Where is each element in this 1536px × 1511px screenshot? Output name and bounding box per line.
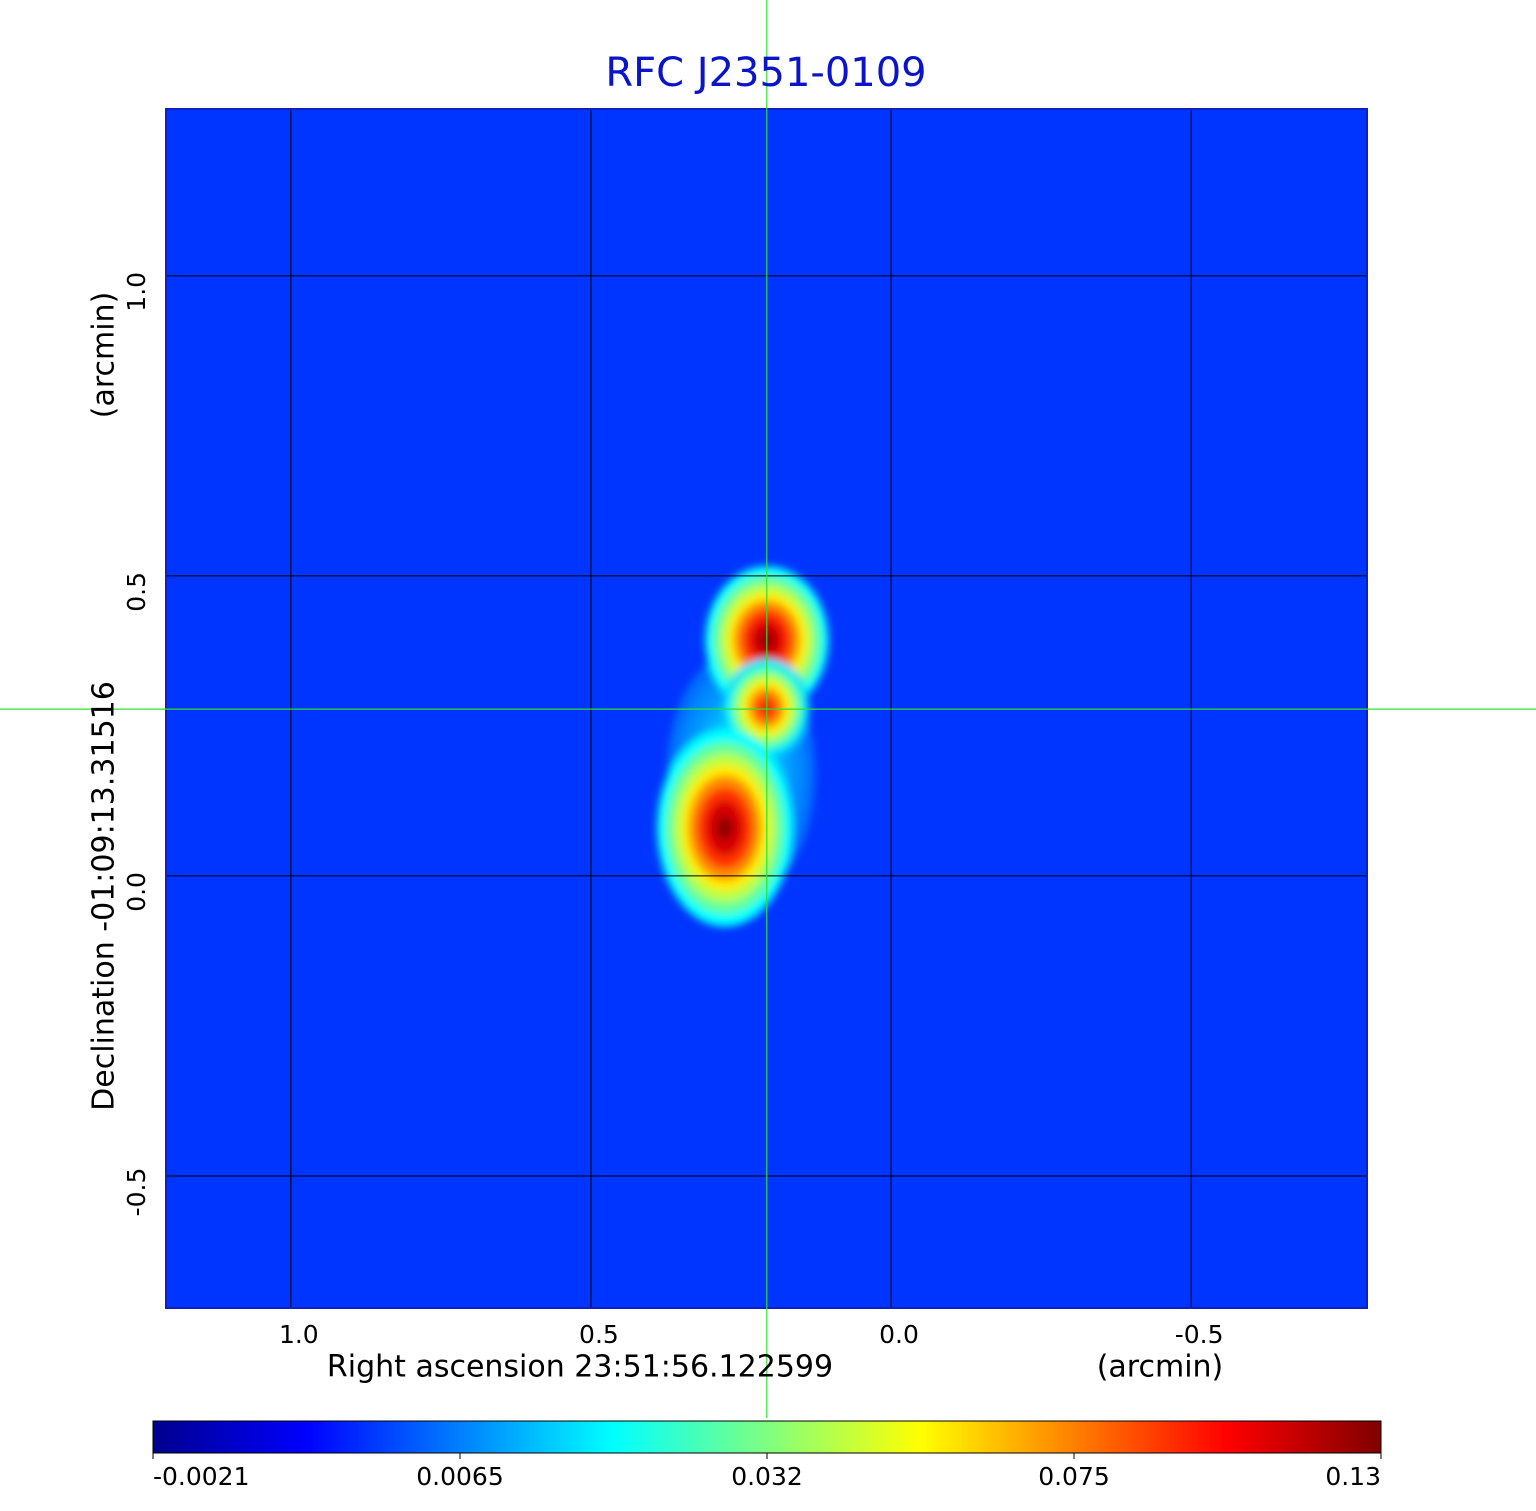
x-axis-unit: (arcmin): [1097, 1350, 1224, 1385]
chart-title: RFC J2351-0109: [605, 50, 926, 96]
x-tick-label: 1.0: [279, 1320, 319, 1349]
sources: [656, 565, 829, 927]
colorbar-tick-label: 0.13: [1325, 1462, 1381, 1491]
colorbar: [152, 1420, 1382, 1454]
x-tick-label: 0.0: [879, 1320, 919, 1349]
y-tick-label: 0.5: [122, 572, 151, 612]
y-tick-label: 0.0: [122, 872, 151, 912]
source-level: [761, 701, 772, 714]
colorbar-tick-label: 0.032: [731, 1462, 803, 1491]
colorbar-tick-label: 0.0065: [416, 1462, 503, 1491]
x-tick-label: 0.5: [579, 1320, 619, 1349]
y-axis-unit: (arcmin): [87, 292, 122, 419]
x-tick-label: -0.5: [1175, 1320, 1224, 1349]
overlay: [0, 0, 1536, 1418]
colorbar-tick-label: 0.075: [1038, 1462, 1110, 1491]
colorbar-tick-label: -0.0021: [153, 1462, 250, 1491]
y-tick-label: 1.0: [122, 272, 151, 312]
y-tick-label: -0.5: [122, 1168, 151, 1217]
x-axis-label: Right ascension 23:51:56.122599: [327, 1350, 833, 1385]
source-level: [716, 816, 733, 840]
y-axis-label: Declination -01:09:13.31516: [87, 681, 122, 1111]
